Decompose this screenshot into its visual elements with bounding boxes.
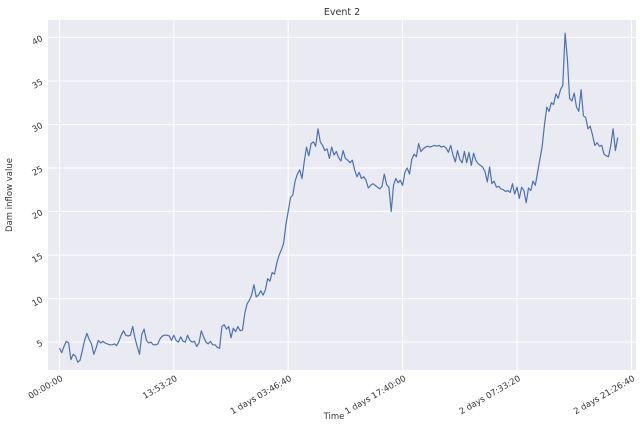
x-tick-label: 1 days 17:40:00	[343, 374, 408, 417]
y-tick-label: 25	[31, 165, 45, 179]
x-axis-title: Time	[323, 412, 345, 422]
y-tick-labels: 5 10 15 20 25 30 35 40	[31, 34, 45, 350]
x-gridlines	[58, 20, 632, 370]
x-tick-label: 2 days 21:26:40	[572, 374, 637, 417]
y-tick-label: 5	[35, 339, 45, 350]
y-axis-title: Dam inflow value	[5, 158, 15, 232]
y-gridlines	[48, 36, 636, 343]
y-tick-label: 40	[31, 34, 45, 48]
series-layer	[58, 32, 619, 363]
series-line-0	[58, 32, 619, 363]
y-tick-label: 35	[31, 77, 45, 91]
x-tick-labels: 00:00:00 13:53:20 1 days 03:46:40 1 days 17…	[27, 374, 637, 417]
y-tick-label: 30	[31, 121, 45, 135]
plot-area	[48, 20, 636, 370]
x-tick-label: 00:00:00	[27, 374, 65, 402]
chart-title: Event 2	[324, 7, 360, 18]
y-tick-label: 15	[31, 252, 45, 266]
y-tick-label: 20	[31, 208, 45, 222]
x-tick-label: 1 days 03:46:40	[229, 374, 294, 417]
x-tick-label: 2 days 07:33:20	[458, 374, 523, 417]
x-tick-label: 13:53:20	[141, 374, 179, 402]
y-tick-label: 10	[31, 295, 45, 309]
